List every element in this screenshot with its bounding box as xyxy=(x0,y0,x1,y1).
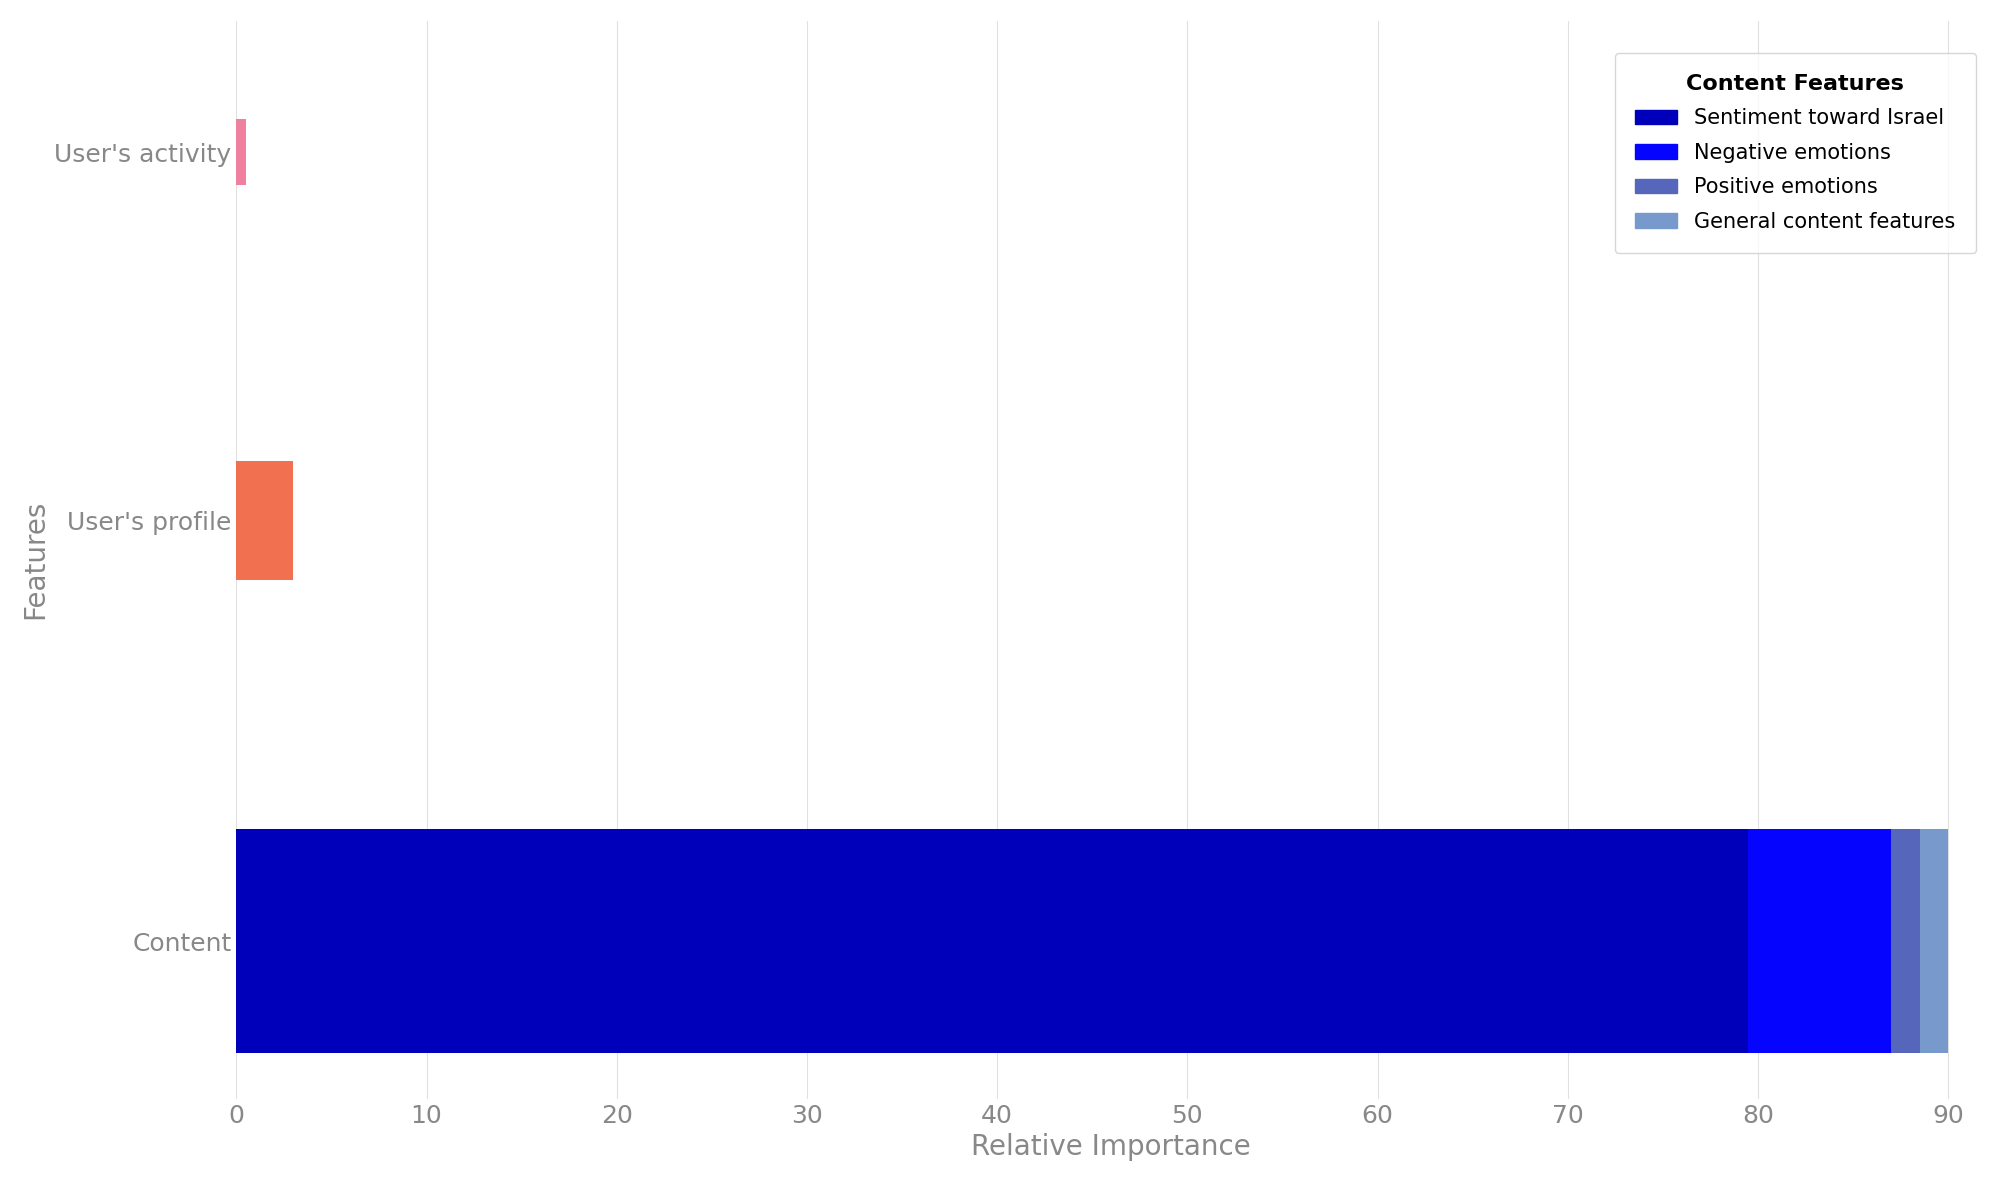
Bar xyxy=(1748,830,1891,1053)
Legend: Sentiment toward Israel, Negative emotions, Positive emotions, General content f: Sentiment toward Israel, Negative emotio… xyxy=(1614,53,1975,253)
Bar xyxy=(237,830,1748,1053)
Bar xyxy=(1891,830,1919,1053)
Bar xyxy=(237,461,293,579)
Y-axis label: Features: Features xyxy=(20,500,48,619)
Bar xyxy=(237,119,247,186)
Bar xyxy=(1919,830,1949,1053)
X-axis label: Relative Importance: Relative Importance xyxy=(971,1134,1250,1161)
